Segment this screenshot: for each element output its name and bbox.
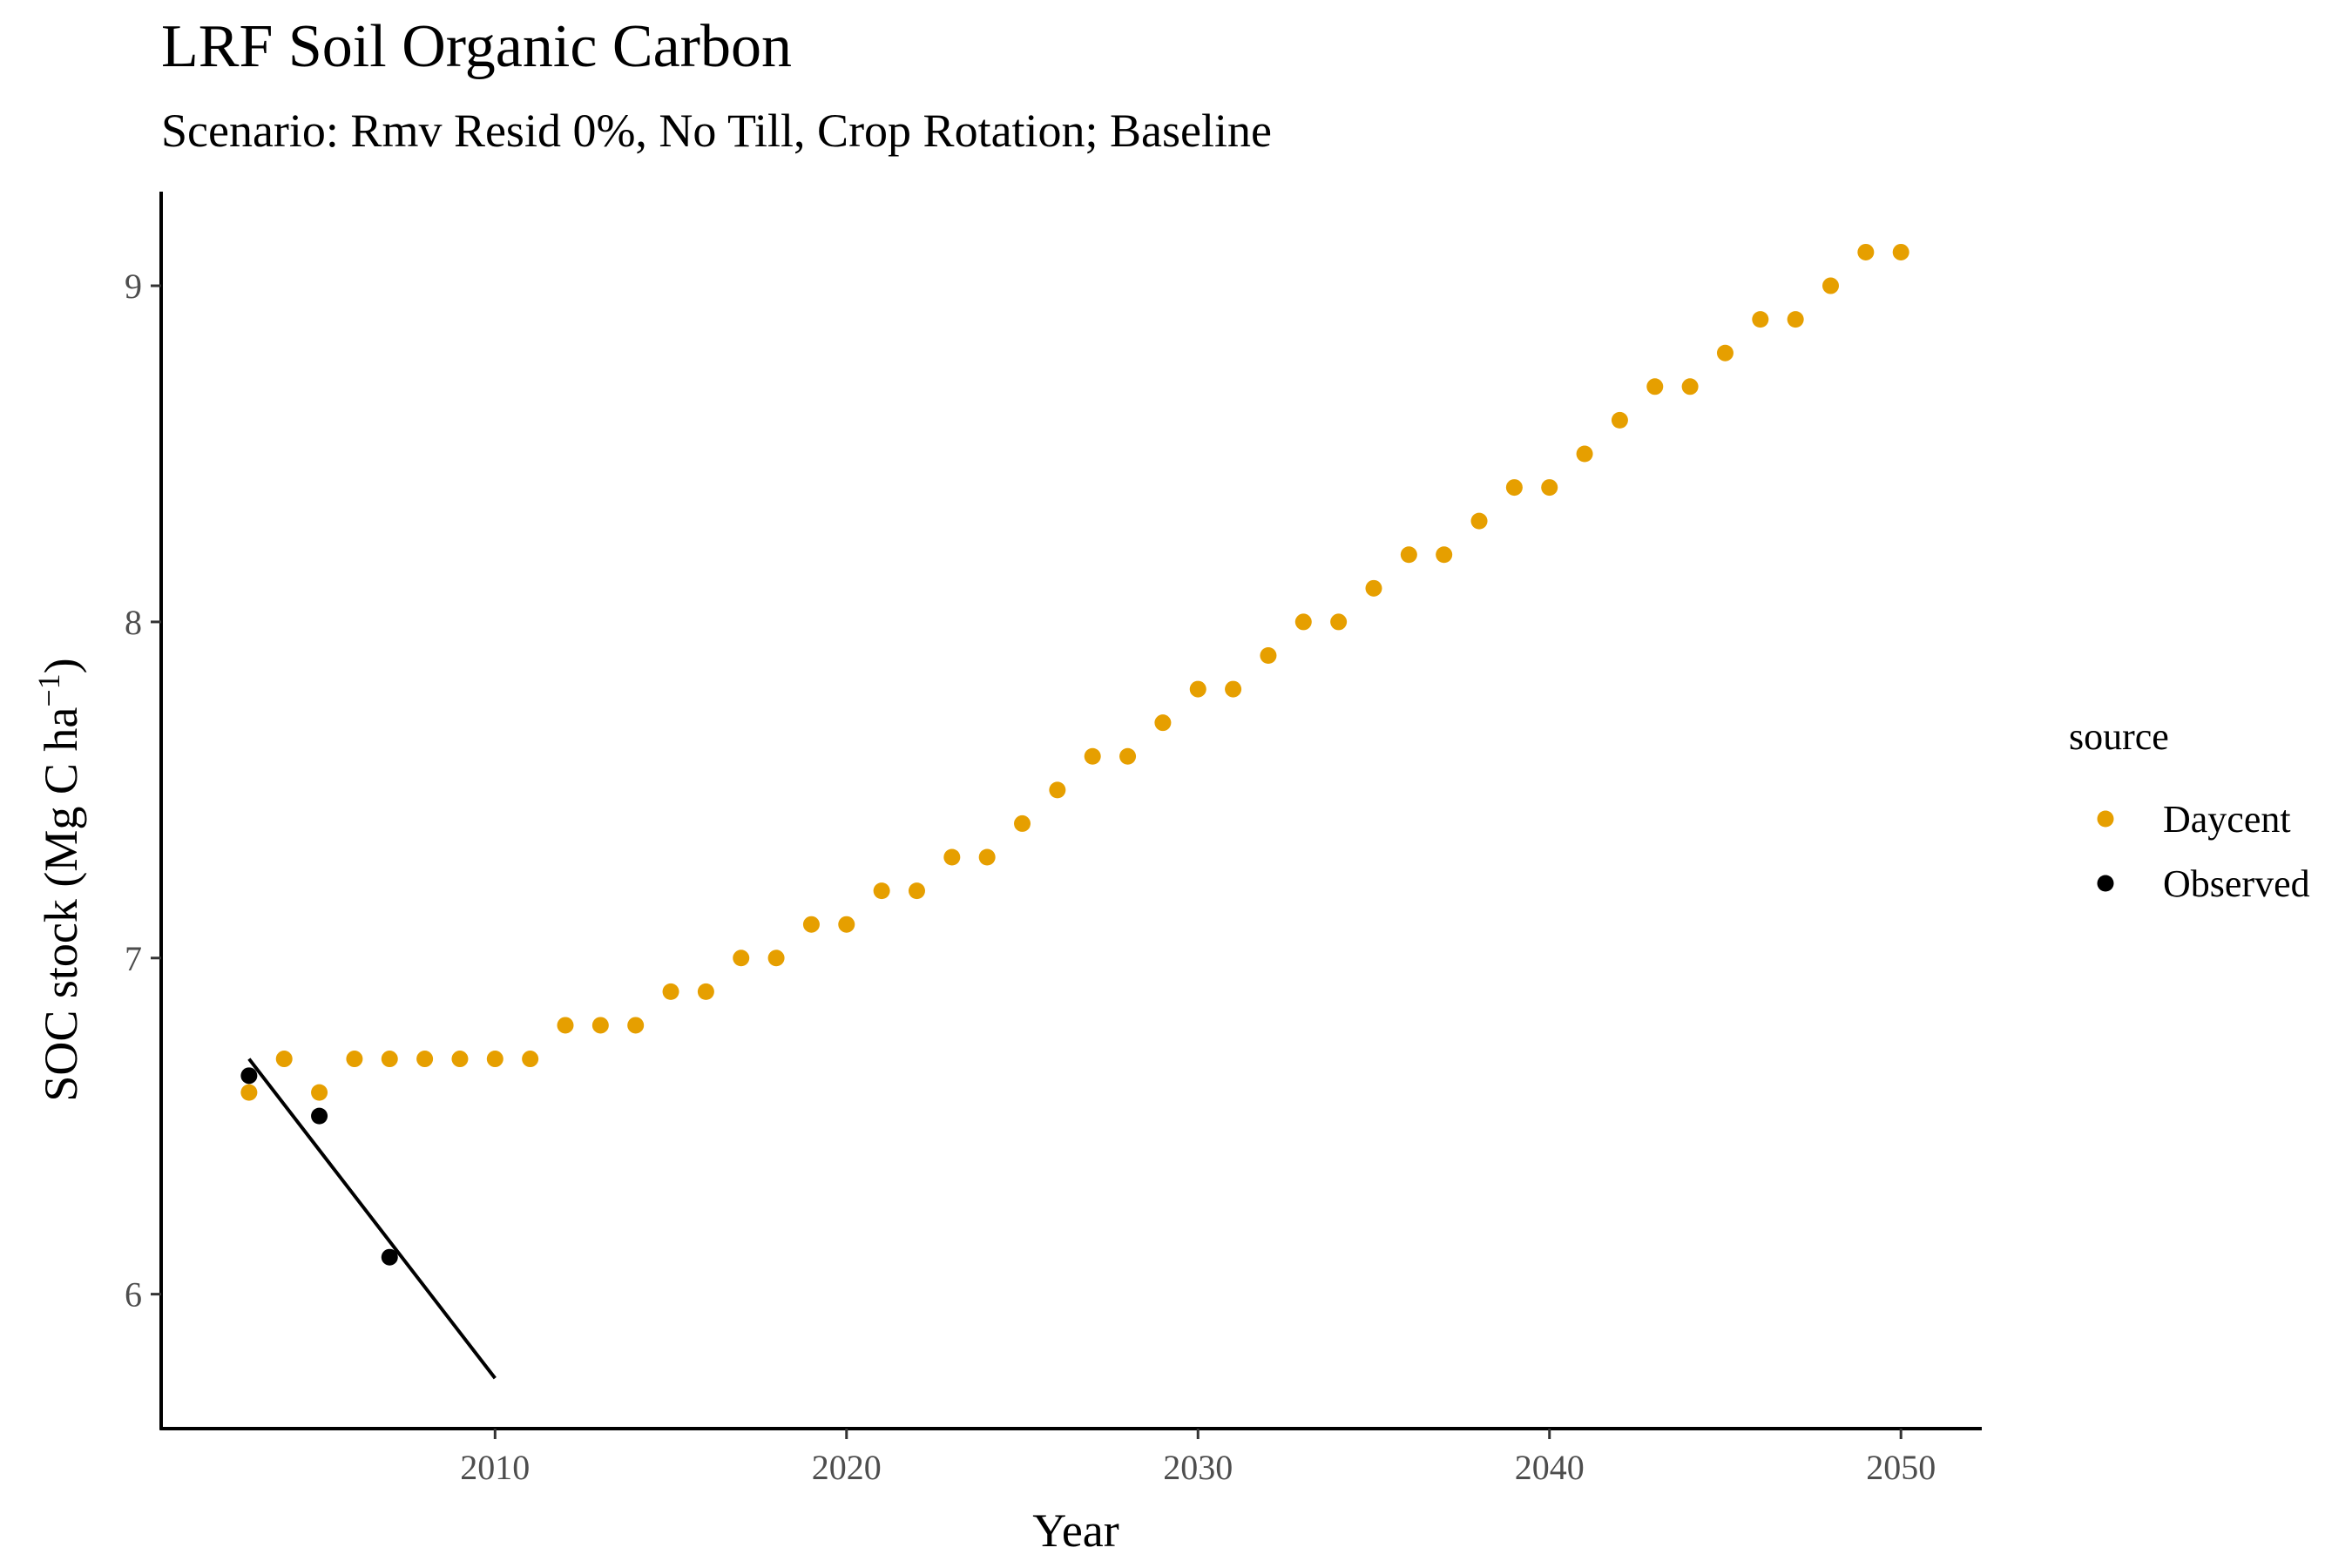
observed-point xyxy=(311,1107,328,1125)
legend-entries: Daycent Observed xyxy=(2097,798,2310,905)
daycent-point xyxy=(381,1051,398,1068)
observed-point xyxy=(240,1067,258,1085)
daycent-point xyxy=(1189,680,1206,698)
daycent-point xyxy=(1014,814,1031,832)
daycent-point xyxy=(486,1051,504,1068)
x-tick-label: 2050 xyxy=(1866,1448,1936,1487)
daycent-point xyxy=(1787,311,1804,328)
chart-title: LRF Soil Organic Carbon xyxy=(161,13,792,80)
daycent-point xyxy=(1541,479,1558,497)
daycent-point xyxy=(1505,479,1523,497)
daycent-point xyxy=(978,848,996,866)
daycent-point xyxy=(1154,714,1172,732)
daycent-point xyxy=(802,916,820,933)
daycent-point xyxy=(733,950,750,967)
daycent-point xyxy=(627,1017,645,1034)
daycent-point xyxy=(838,916,855,933)
daycent-point xyxy=(1260,647,1277,664)
y-axis-title-sup: −1 xyxy=(31,673,66,706)
daycent-point xyxy=(240,1084,258,1101)
y-axis-title-base: SOC stock (Mg C ha xyxy=(35,707,87,1102)
daycent-point xyxy=(416,1051,434,1068)
x-tick-label: 2040 xyxy=(1515,1448,1585,1487)
legend: source Daycent Observed xyxy=(2069,715,2310,905)
daycent-point xyxy=(1365,579,1382,597)
legend-label-observed: Observed xyxy=(2163,862,2310,905)
x-tick-label: 2010 xyxy=(460,1448,530,1487)
daycent-point xyxy=(1436,546,1453,564)
daycent-point xyxy=(1892,243,1909,260)
daycent-point xyxy=(908,882,925,900)
daycent-point xyxy=(873,882,890,900)
plot-area: 2010 2020 2030 2040 2050 6 7 8 9 xyxy=(125,192,1982,1487)
daycent-point xyxy=(1225,680,1242,698)
daycent-point xyxy=(1716,344,1734,362)
x-tick-label: 2020 xyxy=(812,1448,882,1487)
y-axis-title-close: ) xyxy=(35,658,87,673)
daycent-point xyxy=(346,1051,363,1068)
daycent-point xyxy=(1681,378,1699,395)
y-tick-label: 7 xyxy=(125,939,142,978)
daycent-point xyxy=(275,1051,293,1068)
daycent-point xyxy=(1084,747,1101,765)
daycent-point xyxy=(451,1051,469,1068)
daycent-point xyxy=(1294,613,1312,631)
daycent-point xyxy=(1400,546,1417,564)
daycent-point xyxy=(1470,512,1488,530)
daycent-point xyxy=(767,950,785,967)
observed-trend-line xyxy=(247,1058,497,1380)
daycent-point xyxy=(1119,747,1137,765)
daycent-point xyxy=(311,1084,328,1101)
daycent-point xyxy=(697,983,714,1000)
daycent-point xyxy=(1857,243,1875,260)
daycent-point xyxy=(591,1017,609,1034)
legend-title: source xyxy=(2069,715,2169,758)
legend-label-daycent: Daycent xyxy=(2163,798,2291,841)
observed-point xyxy=(381,1248,398,1266)
legend-key-observed xyxy=(2097,875,2114,892)
daycent-point xyxy=(557,1017,574,1034)
chart-subtitle: Scenario: Rmv Resid 0%, No Till, Crop Ro… xyxy=(161,105,1272,157)
x-tick-label: 2030 xyxy=(1163,1448,1233,1487)
daycent-point xyxy=(1752,311,1769,328)
daycent-point xyxy=(1646,378,1664,395)
daycent-point xyxy=(662,983,679,1000)
y-axis-title: SOC stock (Mg C ha−1) xyxy=(31,658,87,1101)
y-tick-label: 6 xyxy=(125,1275,142,1315)
daycent-point xyxy=(1576,445,1593,463)
daycent-point xyxy=(522,1051,539,1068)
y-tick-label: 9 xyxy=(125,267,142,306)
y-tick-label: 8 xyxy=(125,603,142,642)
legend-key-daycent xyxy=(2097,810,2114,828)
daycent-point xyxy=(1049,781,1066,799)
x-axis-title: Year xyxy=(1032,1504,1119,1557)
daycent-point xyxy=(1822,277,1840,294)
daycent-point xyxy=(1611,411,1628,429)
daycent-point xyxy=(1330,613,1348,631)
daycent-point xyxy=(943,848,961,866)
